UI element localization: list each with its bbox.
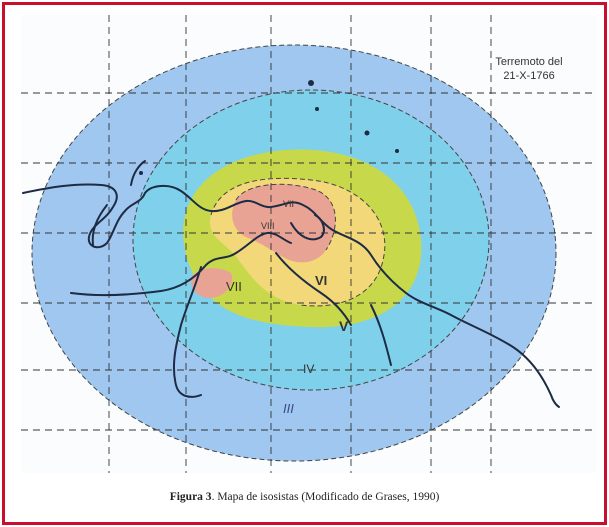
zone-label-vii-center: VII <box>283 199 294 209</box>
coastline <box>22 160 560 408</box>
caption-label: Figura 3 <box>169 491 212 503</box>
zone-label-vi: VI <box>315 273 327 288</box>
caption-text: . Mapa de isosistas (Modificado de Grase… <box>211 491 440 503</box>
zone-label-v: V <box>339 318 349 334</box>
map-title-line2: 21-X-1766 <box>503 70 554 82</box>
zone-label-vii-west: VII <box>226 279 242 294</box>
isoseismal-map: Terremoto del 21-X-1766 VIII VII VII VI … <box>21 15 596 473</box>
zone-vii-west <box>190 268 233 299</box>
zone-label-iv: IV <box>303 362 314 376</box>
zone-label-iii: III <box>283 401 294 416</box>
zone-label-viii: VIII <box>261 221 275 231</box>
map-grid <box>21 15 596 473</box>
map-title-line1: Terremoto del <box>495 56 562 68</box>
islands <box>139 80 399 175</box>
isoseismal-lines <box>31 44 557 462</box>
figure-caption: Figura 3. Mapa de isosistas (Modificado … <box>5 491 604 503</box>
